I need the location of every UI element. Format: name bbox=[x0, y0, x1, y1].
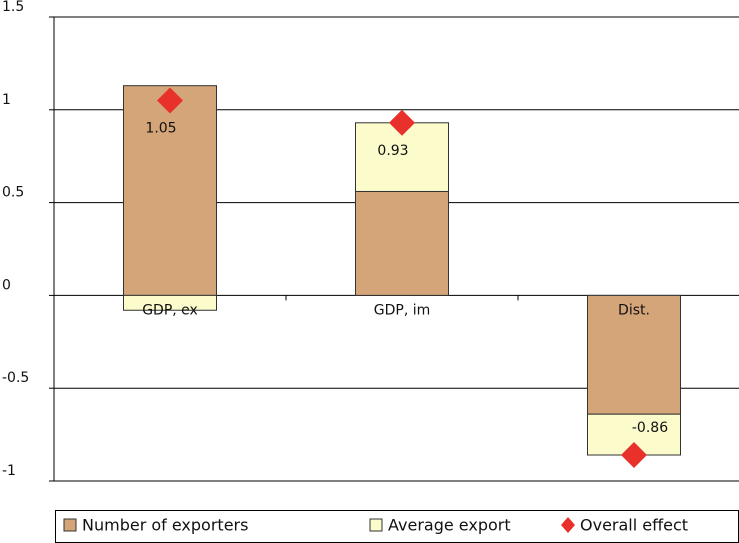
y-tick-label: 0 bbox=[2, 277, 11, 293]
y-tick-label: 1 bbox=[2, 92, 11, 108]
x-tick-label: Dist. bbox=[618, 302, 650, 318]
legend-label: Overall effect bbox=[580, 516, 688, 535]
bar-segment bbox=[123, 85, 217, 296]
y-tick-label: -1 bbox=[2, 463, 16, 479]
legend-swatch bbox=[561, 517, 575, 533]
legend-label: Average export bbox=[388, 516, 511, 535]
value-label: 1.05 bbox=[145, 121, 176, 137]
legend-label: Number of exporters bbox=[82, 516, 248, 535]
overall-marker bbox=[389, 109, 415, 136]
x-tick-label: GDP, im bbox=[374, 302, 431, 318]
y-tick-label: 0.5 bbox=[2, 185, 24, 201]
legend-swatch bbox=[63, 518, 77, 532]
y-tick-label: 1.5 bbox=[2, 0, 24, 15]
bar-segment bbox=[123, 294, 217, 311]
y-tick-label: -0.5 bbox=[2, 370, 29, 386]
bar-segment bbox=[587, 294, 681, 415]
x-tick-label: GDP, ex bbox=[142, 302, 198, 318]
overall-marker bbox=[621, 442, 647, 469]
overall-marker bbox=[157, 87, 183, 114]
value-label: -0.86 bbox=[632, 420, 668, 436]
legend-swatch bbox=[369, 518, 383, 532]
value-label: 0.93 bbox=[377, 143, 408, 159]
bar-segment bbox=[355, 190, 449, 296]
